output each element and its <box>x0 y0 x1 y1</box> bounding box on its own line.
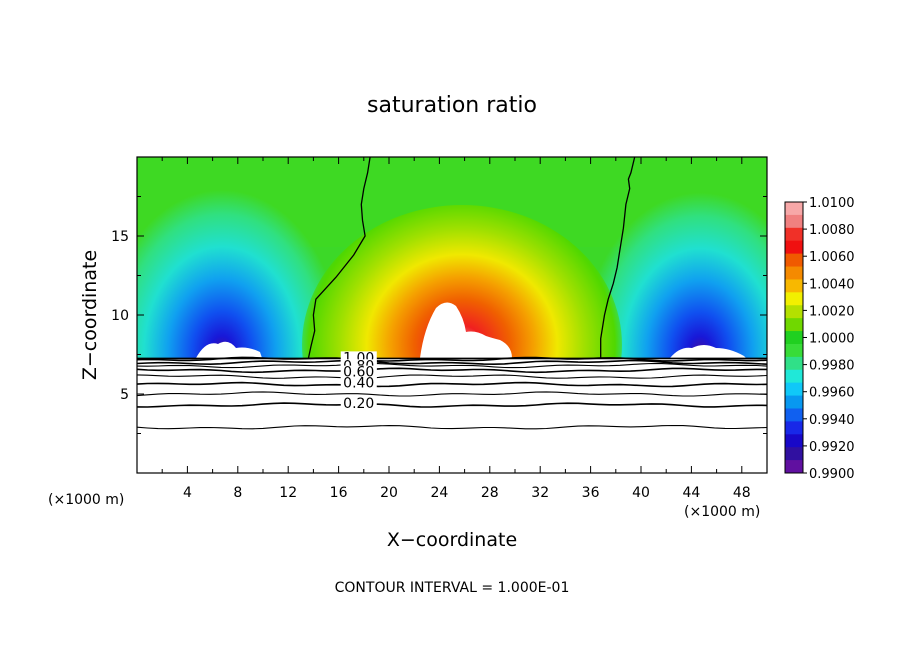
x-tick-label: 24 <box>430 485 448 501</box>
cloud-core <box>420 302 512 358</box>
colorbar-swatch <box>785 408 803 422</box>
contour-line <box>137 402 767 408</box>
contour-line <box>137 374 767 379</box>
x-tick-label: 28 <box>481 485 499 501</box>
colorbar-swatch <box>785 318 803 332</box>
colorbar-label: 0.9940 <box>809 413 855 428</box>
contour-line <box>137 359 767 366</box>
contour-label: 0.20 <box>343 396 374 412</box>
x-tick-label: 4 <box>183 485 192 501</box>
colorbar-label: 1.0060 <box>809 250 855 265</box>
saturation-boundary-lines <box>307 157 636 359</box>
colorbar-swatch <box>785 214 803 229</box>
x-tick-label: 36 <box>582 485 600 501</box>
colorbar-label: 1.0100 <box>809 196 855 211</box>
x-tick-label: 40 <box>632 485 650 501</box>
y-tick-label: 15 <box>111 229 129 245</box>
x-tick-label: 12 <box>279 485 297 501</box>
colorbar-swatch <box>785 266 803 280</box>
contour-label: 0.60 <box>343 365 374 381</box>
colorbar-swatch <box>785 421 803 435</box>
colorbar-swatch <box>785 434 803 448</box>
contour-line <box>137 356 767 362</box>
contour-label-bg <box>340 365 377 380</box>
colorbar-label: 1.0040 <box>809 277 855 292</box>
x-axis-label: X−coordinate <box>387 529 517 551</box>
colorbar-swatch <box>785 382 803 397</box>
contour-label-bg <box>340 397 377 412</box>
x-tick-label: 48 <box>733 485 751 501</box>
colorbar-label: 0.9980 <box>809 359 855 374</box>
x-tick-label: 16 <box>330 485 348 501</box>
colorbar-swatch <box>785 292 803 306</box>
colorbar-swatch <box>785 253 803 268</box>
contour-line <box>137 367 767 374</box>
contour-line <box>137 362 767 369</box>
y-tick-label: 5 <box>120 387 129 403</box>
x-tick-label: 8 <box>233 485 242 501</box>
colorbar-label: 1.0000 <box>809 332 855 347</box>
contour-label: 0.40 <box>343 376 374 392</box>
colorbar-label: 0.9920 <box>809 440 855 455</box>
y-axis-label: Z−coordinate <box>79 250 101 380</box>
contour-line <box>137 424 767 430</box>
saturation-field <box>137 157 767 473</box>
x-unit-left: (×1000 m) <box>48 492 124 508</box>
contour-lines <box>137 356 767 430</box>
colorbar-swatch <box>785 227 803 242</box>
colorbar-swatch <box>785 356 803 371</box>
left-saturated-patch <box>196 341 262 358</box>
colorbar-swatch <box>785 305 803 319</box>
contour-interval-note: CONTOUR INTERVAL = 1.000E-01 <box>335 580 570 596</box>
colorbar-swatch <box>785 395 803 409</box>
colorbar-swatch <box>785 460 803 474</box>
x-tick-label: 32 <box>531 485 549 501</box>
colorbar-swatch <box>785 331 803 345</box>
colorbar-label: 1.0080 <box>809 223 855 238</box>
colorbar-label: 0.9960 <box>809 386 855 401</box>
colorbar-label: 0.9900 <box>809 467 855 482</box>
colorbar-swatch <box>785 240 803 255</box>
contour-line <box>137 391 767 397</box>
contour-labels: 1.000.800.600.400.20 <box>340 350 377 412</box>
colorbar-swatch <box>785 343 803 358</box>
x-axis: 4 8 12 16 20 24 28 32 36 40 44 48 <box>161 157 751 501</box>
colorbar-swatch <box>785 447 803 461</box>
colorbar-swatch <box>785 369 803 384</box>
colorbar: 1.0100 1.0080 1.0060 1.0040 1.0020 1.0000 0.99… <box>784 196 855 482</box>
colorbar-swatch <box>785 202 803 216</box>
x-unit-right: (×1000 m) <box>684 504 760 520</box>
colorbar-swatch <box>785 279 803 293</box>
x-tick-label: 20 <box>380 485 398 501</box>
contour-label-bg <box>340 376 377 391</box>
x-tick-label: 44 <box>682 485 700 501</box>
saturation-boundary-line <box>600 157 636 359</box>
y-axis: 5 10 15 <box>111 196 767 434</box>
colorbar-label: 1.0020 <box>809 304 855 319</box>
saturation-boundary-line <box>307 157 371 359</box>
contour-line <box>137 381 767 388</box>
right-saturated-patch <box>670 345 746 358</box>
y-tick-label: 10 <box>111 308 129 324</box>
chart-title: saturation ratio <box>367 93 537 118</box>
